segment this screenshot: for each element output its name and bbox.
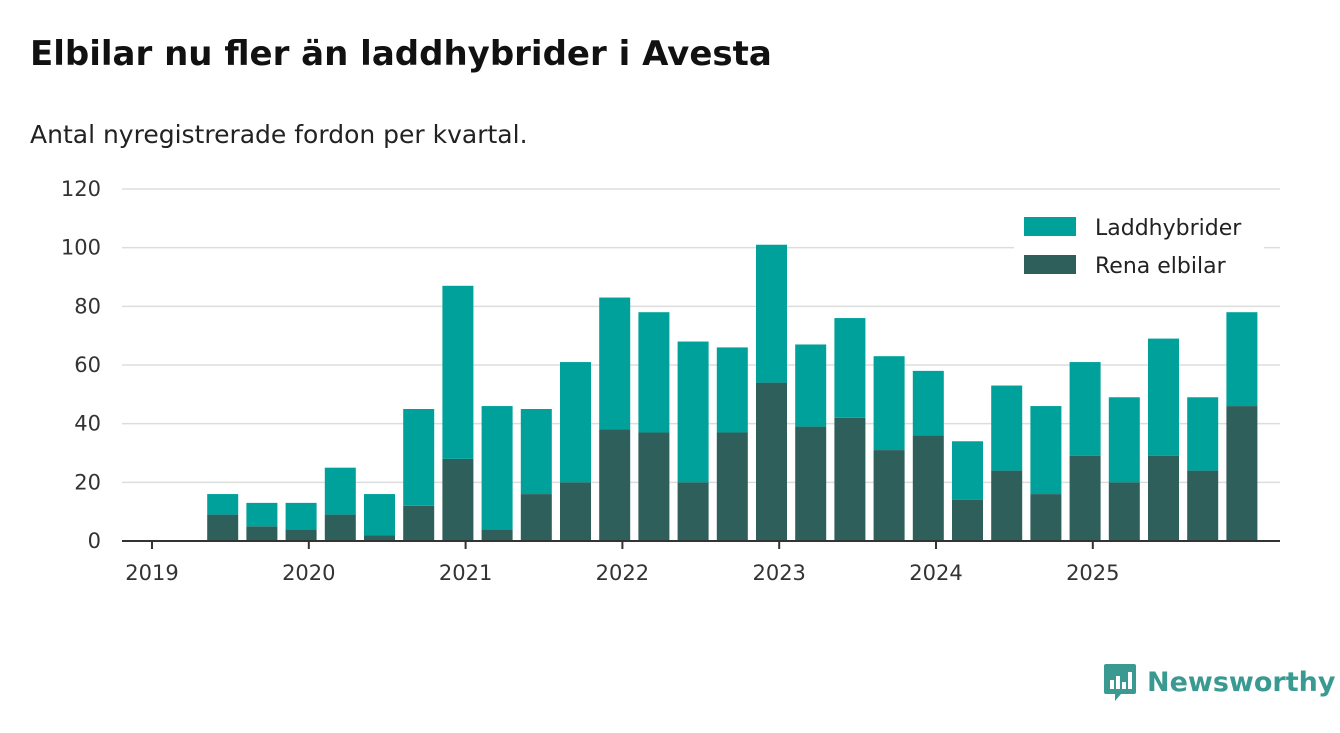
y-tick-label: 100 xyxy=(61,236,101,260)
bar-rena-elbilar xyxy=(756,382,787,541)
bar-laddhybrider xyxy=(1187,397,1219,471)
legend: Laddhybrider Rena elbilar xyxy=(1014,208,1264,288)
x-tick-label: 2019 xyxy=(125,561,178,585)
newsworthy-brand[interactable]: Newsworthy xyxy=(1103,662,1335,702)
bar-laddhybrider xyxy=(1030,406,1062,495)
bar-rena-elbilar xyxy=(364,535,395,541)
bar-laddhybrider xyxy=(364,494,395,536)
y-tick-label: 60 xyxy=(74,353,101,377)
bar-rena-elbilar xyxy=(677,482,709,541)
newsworthy-logo-icon xyxy=(1104,664,1136,701)
bar-rena-elbilar xyxy=(520,494,552,541)
legend-swatch xyxy=(1024,255,1076,274)
legend-label: Rena elbilar xyxy=(1095,254,1227,279)
bar-rena-elbilar xyxy=(991,470,1023,541)
bar-rena-elbilar xyxy=(1108,482,1140,541)
bar-laddhybrider xyxy=(638,312,670,433)
bar-rena-elbilar xyxy=(324,514,356,541)
x-tick-label: 2025 xyxy=(1066,561,1119,585)
x-tick-label: 2023 xyxy=(752,561,805,585)
bar-rena-elbilar xyxy=(834,417,866,541)
bar-laddhybrider xyxy=(912,370,944,436)
bar-rena-elbilar xyxy=(403,505,435,541)
y-tick-label: 40 xyxy=(74,412,101,436)
bar-laddhybrider xyxy=(560,362,591,483)
x-tick-label: 2020 xyxy=(282,561,335,585)
bar-rena-elbilar xyxy=(1187,470,1219,541)
bar-laddhybrider xyxy=(285,502,317,530)
chart-subtitle: Antal nyregistrerade fordon per kvartal. xyxy=(30,120,528,149)
x-tick-label: 2022 xyxy=(596,561,649,585)
bar-laddhybrider xyxy=(716,347,748,433)
bar-laddhybrider xyxy=(952,441,983,500)
bar-laddhybrider xyxy=(991,385,1023,471)
x-tick-label: 2024 xyxy=(909,561,962,585)
bar-laddhybrider xyxy=(873,356,905,451)
bar-rena-elbilar xyxy=(716,432,748,541)
bar-rena-elbilar xyxy=(1030,494,1062,541)
legend-label: Laddhybrider xyxy=(1095,216,1242,241)
bars xyxy=(207,244,1258,541)
bar-laddhybrider xyxy=(324,467,356,515)
bar-rena-elbilar xyxy=(481,529,513,541)
bar-rena-elbilar xyxy=(599,429,631,541)
bar-laddhybrider xyxy=(246,502,278,527)
bar-rena-elbilar xyxy=(795,426,827,541)
bar-rena-elbilar xyxy=(1148,455,1179,541)
bar-laddhybrider xyxy=(207,494,239,515)
bar-laddhybrider xyxy=(481,406,513,530)
brand-name: Newsworthy xyxy=(1147,666,1336,698)
bar-laddhybrider xyxy=(442,285,474,459)
y-tick-label: 120 xyxy=(61,177,101,201)
y-tick-label: 20 xyxy=(74,470,101,494)
axes: 0 20 40 60 80 100 120 2019 2020 2021 2022 2023 2024 2… xyxy=(61,177,1280,585)
bar-rena-elbilar xyxy=(912,435,944,541)
bar-laddhybrider xyxy=(677,341,709,483)
bar-laddhybrider xyxy=(834,318,866,418)
bar-rena-elbilar xyxy=(952,499,983,541)
legend-swatch xyxy=(1024,217,1076,236)
bar-laddhybrider xyxy=(1226,312,1258,407)
bar-laddhybrider xyxy=(756,244,787,383)
bar-rena-elbilar xyxy=(207,514,239,541)
bar-rena-elbilar xyxy=(873,450,905,541)
y-tick-label: 0 xyxy=(88,529,101,553)
bar-rena-elbilar xyxy=(560,482,591,541)
bar-laddhybrider xyxy=(520,409,552,495)
bar-laddhybrider xyxy=(1108,397,1140,483)
bar-rena-elbilar xyxy=(1069,455,1101,541)
bar-rena-elbilar xyxy=(285,529,317,541)
bar-rena-elbilar xyxy=(1226,406,1258,541)
bar-rena-elbilar xyxy=(638,432,670,541)
bar-rena-elbilar xyxy=(442,458,474,541)
y-tick-label: 80 xyxy=(74,294,101,318)
x-tick-label: 2021 xyxy=(439,561,492,585)
bar-laddhybrider xyxy=(1148,338,1179,456)
bar-laddhybrider xyxy=(795,344,827,427)
chart-title: Elbilar nu fler än laddhybrider i Avesta xyxy=(30,34,772,74)
bar-laddhybrider xyxy=(599,297,631,430)
bar-rena-elbilar xyxy=(246,526,278,541)
bar-laddhybrider xyxy=(1069,362,1101,456)
bar-laddhybrider xyxy=(403,409,435,506)
